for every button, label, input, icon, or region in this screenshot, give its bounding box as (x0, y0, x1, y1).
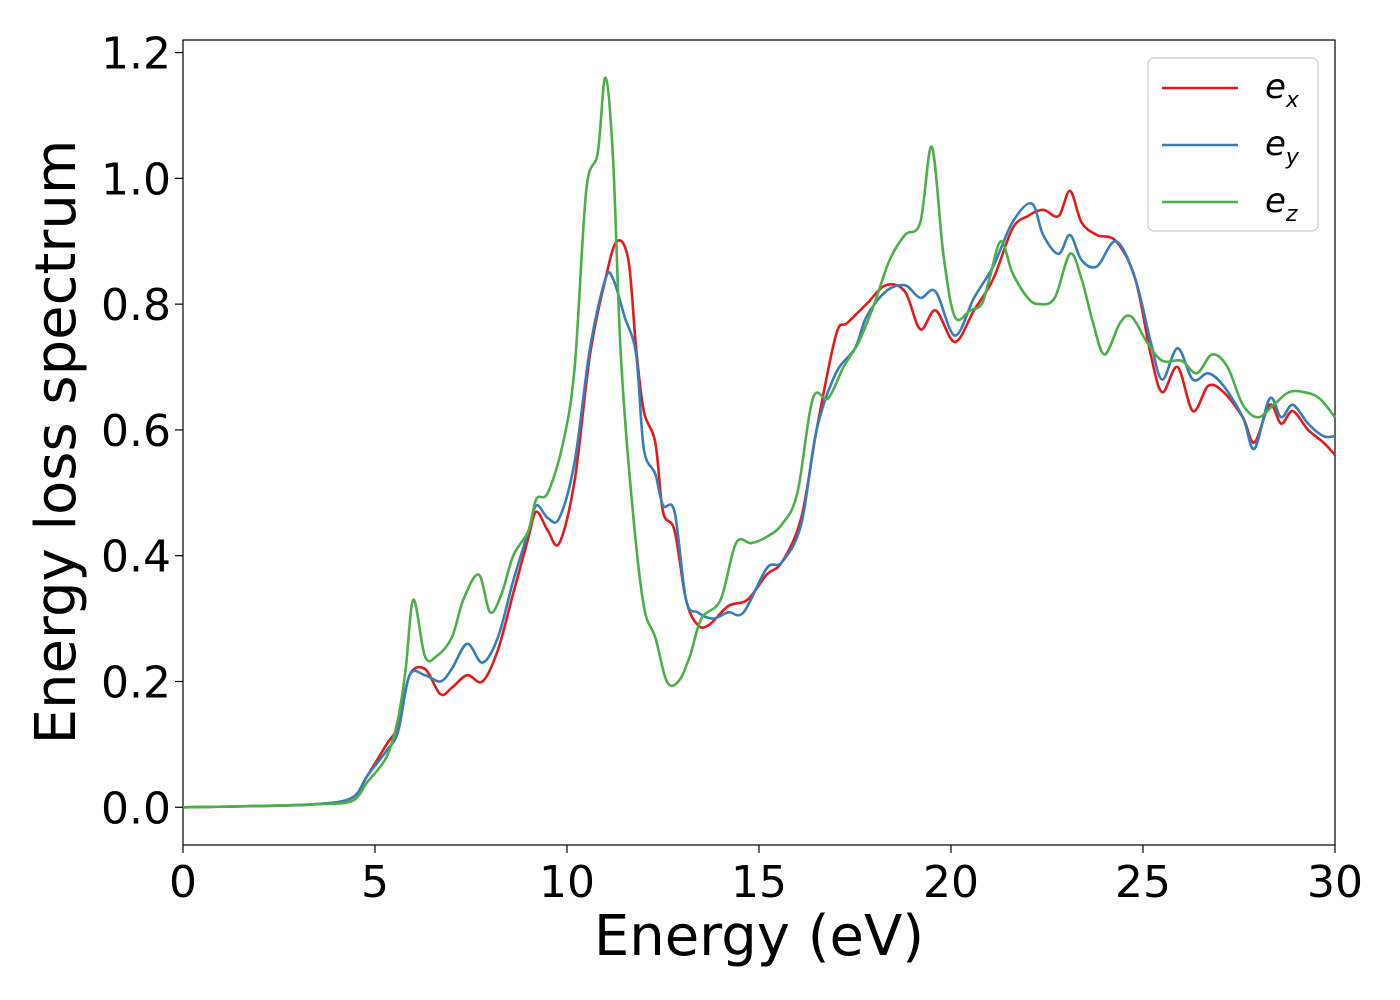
y-tick-label: 1.0 (101, 154, 171, 205)
x-tick-label: 5 (361, 857, 389, 908)
series-line-z (182, 76, 1337, 809)
series-line-x (182, 189, 1336, 809)
legend-label-z: ez (1265, 181, 1298, 227)
x-tick-label: 0 (169, 857, 197, 908)
y-tick-label: 0.6 (101, 406, 171, 457)
x-axis-ticks: 0 5 10 15 20 25 30 (169, 845, 1363, 908)
y-axis-ticks: 0.0 0.2 0.4 0.6 0.8 1.0 1.2 (101, 29, 183, 834)
y-tick-label: 1.2 (101, 29, 171, 80)
x-tick-label: 20 (923, 857, 979, 908)
y-tick-label: 0.0 (101, 783, 171, 834)
x-axis-title: Energy (eV) (594, 904, 924, 969)
x-tick-label: 10 (539, 857, 595, 908)
y-tick-label: 0.8 (101, 280, 171, 331)
series-line-y (182, 201, 1336, 809)
y-axis-title: Energy loss spectrum (24, 140, 89, 745)
x-tick-label: 30 (1307, 857, 1363, 908)
x-tick-label: 25 (1115, 857, 1171, 908)
y-tick-label: 0.4 (101, 532, 171, 583)
x-tick-label: 15 (731, 857, 787, 908)
series-layer (182, 76, 1337, 809)
y-tick-label: 0.2 (101, 657, 171, 708)
